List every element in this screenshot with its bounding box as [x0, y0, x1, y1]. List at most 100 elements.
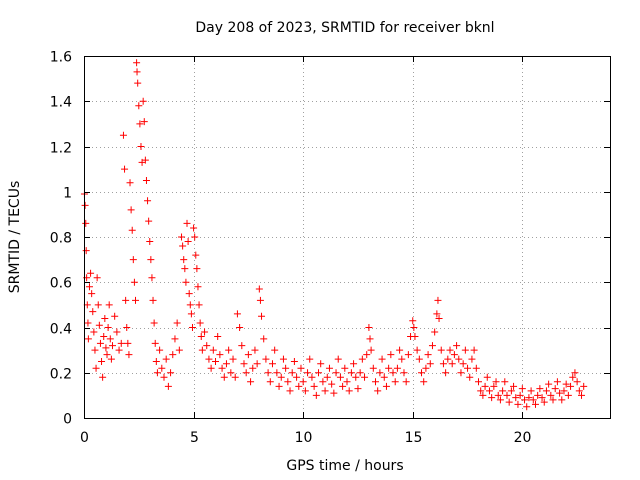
data-point: [354, 385, 362, 393]
data-point: [556, 389, 564, 397]
y-tick-label: 0: [63, 412, 72, 428]
data-point: [128, 226, 136, 234]
data-point: [162, 355, 170, 363]
data-point: [108, 342, 116, 350]
data-point: [330, 389, 338, 397]
data-point: [117, 339, 125, 347]
data-point: [516, 391, 524, 399]
data-point: [363, 351, 371, 359]
data-point: [521, 396, 529, 404]
data-point: [271, 346, 279, 354]
data-point: [347, 369, 355, 377]
data-point: [301, 387, 309, 395]
data-point: [540, 398, 548, 406]
data-point: [328, 380, 336, 388]
data-point: [534, 391, 542, 399]
data-point: [149, 296, 157, 304]
data-point: [111, 312, 119, 320]
data-point: [288, 369, 296, 377]
data-point: [545, 380, 553, 388]
data-point: [569, 373, 577, 381]
data-point: [264, 369, 272, 377]
data-point: [341, 364, 349, 372]
data-point: [244, 351, 252, 359]
data-point: [255, 285, 263, 293]
data-point: [256, 296, 264, 304]
data-point: [127, 206, 135, 214]
data-point: [98, 357, 106, 365]
x-tick-label: 10: [295, 430, 313, 446]
data-point: [380, 373, 388, 381]
data-point: [94, 301, 102, 309]
data-point: [262, 355, 270, 363]
y-tick-label: 0.4: [50, 322, 72, 338]
x-tick-label: 20: [514, 430, 532, 446]
data-point: [195, 301, 203, 309]
data-point: [352, 373, 360, 381]
data-point: [464, 364, 472, 372]
data-point: [158, 364, 166, 372]
data-point: [398, 355, 406, 363]
data-point: [93, 274, 101, 282]
data-point: [391, 378, 399, 386]
data-point: [212, 357, 219, 365]
data-point: [459, 360, 467, 368]
data-point: [358, 355, 366, 363]
data-point: [420, 378, 428, 386]
data-point: [201, 328, 209, 336]
data-point: [431, 328, 439, 336]
y-axis-label: SRMTID / TECUs: [7, 181, 23, 294]
y-tick-label: 1.6: [50, 50, 72, 66]
y-tick-label: 1.2: [50, 141, 72, 157]
data-point: [564, 391, 572, 399]
data-point: [193, 265, 201, 273]
data-point: [140, 118, 148, 126]
data-point: [178, 233, 186, 241]
data-point: [151, 339, 159, 347]
data-point: [101, 314, 109, 322]
data-point: [124, 339, 132, 347]
data-point: [293, 373, 301, 381]
data-point: [295, 382, 303, 390]
data-point: [345, 387, 353, 395]
data-point: [523, 403, 531, 411]
x-axis-label: GPS time / hours: [286, 458, 403, 474]
data-point: [560, 387, 568, 395]
data-point: [123, 324, 131, 331]
data-point: [444, 355, 452, 363]
data-point: [88, 290, 96, 298]
data-point: [433, 310, 441, 318]
data-point: [220, 373, 228, 381]
data-point: [365, 324, 373, 331]
data-point: [90, 328, 98, 336]
data-point: [573, 378, 581, 386]
data-point: [299, 378, 307, 386]
data-point: [186, 301, 194, 309]
data-point: [525, 394, 533, 402]
data-point: [152, 357, 160, 365]
data-point: [175, 346, 183, 354]
data-point: [146, 238, 154, 246]
data-point: [139, 97, 147, 105]
data-point: [297, 364, 305, 372]
data-point: [209, 346, 217, 354]
data-point: [253, 360, 261, 368]
data-point: [571, 369, 579, 377]
data-point: [126, 179, 134, 187]
data-point: [167, 369, 175, 377]
data-point: [121, 165, 129, 173]
data-point: [475, 378, 482, 386]
data-point: [428, 342, 436, 350]
data-point: [389, 369, 397, 377]
data-point: [325, 364, 333, 372]
data-point: [266, 378, 274, 386]
data-point: [437, 346, 445, 354]
data-point: [369, 364, 377, 372]
data-point: [562, 380, 570, 388]
data-point: [457, 369, 465, 377]
data-point: [96, 339, 104, 347]
data-point: [434, 296, 442, 304]
data-point: [448, 360, 456, 368]
